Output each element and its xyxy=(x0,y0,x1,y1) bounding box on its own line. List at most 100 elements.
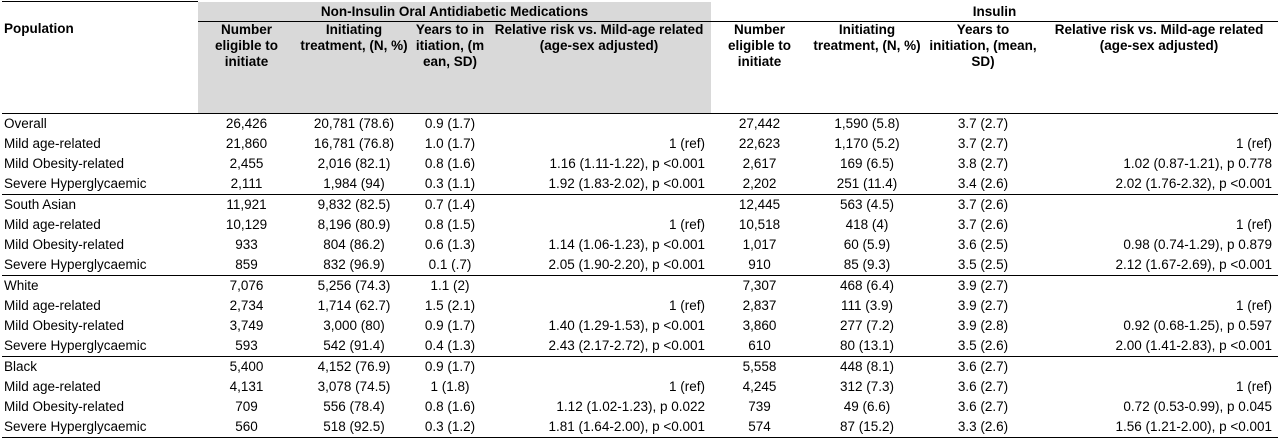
oral-initiating-cell: 832 (96.9) xyxy=(323,256,385,272)
population-cell: Severe Hyperglycaemic xyxy=(4,337,147,353)
insulin-eligible-cell: 5,558 xyxy=(711,355,809,377)
insulin-eligible-cell: 22,623 xyxy=(738,135,781,151)
insulin-relative-risk-cell: 0.92 (0.68-1.25), p 0.597 xyxy=(1123,317,1273,333)
insulin-eligible-cell: 2,617 xyxy=(742,155,777,171)
table-row: Mild age-related 21,860 16,781 (76.8) 1.0 (… xyxy=(2,134,1278,154)
insulin-initiating-cell: 80 (13.1) xyxy=(840,337,895,353)
insulin-years-cell: 3.9 (2.7) xyxy=(926,274,1041,296)
oral-relative-risk-cell: 1 (ref) xyxy=(669,378,706,394)
insulin-relative-risk-cell xyxy=(1040,355,1279,377)
insulin-years-cell: 3.3 (2.6) xyxy=(926,416,1041,438)
insulin-initiating-cell: 111 (3.9) xyxy=(841,297,894,313)
oral-initiating-cell: 2,016 (82.1) xyxy=(317,155,391,171)
oral-relative-risk-cell: 1 (ref) xyxy=(669,297,706,313)
population-cell: Mild age-related xyxy=(4,297,101,313)
oral-initiating-cell: 3,000 (80) xyxy=(323,317,385,333)
population-cell: Mild age-related xyxy=(4,216,101,232)
oral-relative-risk-cell: 2.05 (1.90-2.20), p <0.001 xyxy=(548,256,706,272)
insulin-eligible-cell: 610 xyxy=(748,337,771,353)
population-cell: South Asian xyxy=(2,193,198,215)
insulin-eligible-cell: 2,202 xyxy=(742,175,777,191)
insulin-years-cell: 3.8 (2.7) xyxy=(957,155,1009,171)
population-cell: Severe Hyperglycaemic xyxy=(2,416,198,438)
insulin-eligible-cell: 2,837 xyxy=(742,297,777,313)
oral-relative-risk-cell xyxy=(487,355,712,377)
insulin-relative-risk-header: Relative risk vs. Mild-age related (age-… xyxy=(1040,21,1279,114)
insulin-initiating-cell: 85 (9.3) xyxy=(843,256,891,272)
oral-initiating-cell: 8,196 (80.9) xyxy=(317,216,391,232)
oral-initiating-cell: 9,832 (82.5) xyxy=(295,193,413,215)
oral-relative-risk-header: Relative risk vs. Mild-age related (age-… xyxy=(487,21,712,114)
oral-relative-risk-cell: 2.43 (2.17-2.72), p <0.001 xyxy=(548,337,706,353)
oral-eligible-cell: 26,426 xyxy=(198,112,295,134)
insulin-years-cell: 3.7 (2.6) xyxy=(957,216,1009,232)
oral-relative-risk-cell xyxy=(487,274,712,296)
oral-initiating-cell: 556 (78.4) xyxy=(323,398,385,414)
oral-medications-group-header: Non-Insulin Oral Antidiabetic Medication… xyxy=(198,1,712,22)
table-row: Mild age-related 10,129 8,196 (80.9) 0.8 (1… xyxy=(2,215,1278,235)
insulin-initiating-cell: 251 (11.4) xyxy=(836,175,898,191)
insulin-initiating-cell: 49 (6.6) xyxy=(843,398,891,414)
oral-initiating-cell: 20,781 (78.6) xyxy=(295,112,413,134)
oral-initiating-cell: 3,078 (74.5) xyxy=(317,378,391,394)
oral-initiating-cell: 804 (86.2) xyxy=(323,236,385,252)
insulin-years-cell: 3.5 (2.6) xyxy=(957,337,1009,353)
oral-initiating-cell: 5,256 (74.3) xyxy=(295,274,413,296)
oral-relative-risk-cell xyxy=(487,112,712,134)
insulin-relative-risk-cell xyxy=(1040,274,1279,296)
oral-years-cell: 0.9 (1.7) xyxy=(413,355,487,377)
population-cell: Mild age-related xyxy=(4,135,101,151)
oral-initiating-header: Initiating treatment, (N, %) xyxy=(295,21,413,114)
insulin-initiating-cell: 169 (6.5) xyxy=(840,155,895,171)
oral-years-cell: 1.0 (1.7) xyxy=(424,135,476,151)
insulin-eligible-cell: 27,442 xyxy=(711,112,809,134)
oral-relative-risk-cell: 1.16 (1.11-1.22), p <0.001 xyxy=(549,155,706,171)
table-row: Mild Obesity-related 3,749 3,000 (80) 0.9 (… xyxy=(2,316,1278,336)
population-cell: Severe Hyperglycaemic xyxy=(4,256,147,272)
insulin-initiating-cell: 563 (4.5) xyxy=(808,193,927,215)
insulin-relative-risk-cell: 0.72 (0.53-0.99), p 0.045 xyxy=(1123,398,1273,414)
oral-eligible-cell: 7,076 xyxy=(198,274,295,296)
oral-initiating-cell: 1,714 (62.7) xyxy=(317,297,391,313)
oral-eligible-cell: 3,749 xyxy=(229,317,264,333)
insulin-eligible-cell: 1,017 xyxy=(742,236,777,252)
oral-relative-risk-cell: 1.40 (1.29-1.53), p <0.001 xyxy=(548,317,706,333)
table-row: Overall 26,426 20,781 (78.6) 0.9 (1.7) 27,44… xyxy=(2,112,1279,134)
group-header-blank xyxy=(2,1,198,21)
insulin-relative-risk-cell: 1 (ref) xyxy=(1236,135,1273,151)
oral-years-cell: 0.4 (1.3) xyxy=(424,337,476,353)
oral-relative-risk-cell: 1.92 (1.83-2.02), p <0.001 xyxy=(548,175,706,191)
oral-eligible-cell: 2,455 xyxy=(229,155,264,171)
insulin-relative-risk-cell xyxy=(1040,112,1279,134)
insulin-eligible-cell: 7,307 xyxy=(711,274,809,296)
table-row: Severe Hyperglycaemic 2,111 1,984 (94) 0.3 … xyxy=(2,174,1278,195)
insulin-years-cell: 3.4 (2.6) xyxy=(957,175,1009,191)
oral-eligible-cell: 21,860 xyxy=(225,135,268,151)
insulin-years-cell: 3.6 (2.7) xyxy=(926,355,1041,377)
table-row: Black 5,400 4,152 (76.9) 0.9 (1.7) 5,558 448 … xyxy=(2,355,1279,377)
insulin-years-cell: 3.9 (2.8) xyxy=(957,317,1009,333)
insulin-years-header: Years to initiation, (mean, SD) xyxy=(926,21,1041,114)
population-cell: Mild Obesity-related xyxy=(4,155,125,171)
oral-initiating-cell: 1,984 (94) xyxy=(323,175,385,191)
oral-eligible-cell: 2,734 xyxy=(229,297,264,313)
oral-years-cell: 0.3 (1.2) xyxy=(413,416,487,438)
oral-initiating-cell: 16,781 (76.8) xyxy=(313,135,395,151)
oral-eligible-header: Number eligible to initiate xyxy=(198,21,295,114)
insulin-initiating-cell: 448 (8.1) xyxy=(808,355,927,377)
oral-eligible-cell: 593 xyxy=(235,337,258,353)
insulin-relative-risk-cell: 1 (ref) xyxy=(1236,378,1273,394)
table-row: South Asian 11,921 9,832 (82.5) 0.7 (1.4) 12… xyxy=(2,193,1279,215)
insulin-group-header: Insulin xyxy=(711,1,1279,22)
insulin-initiating-cell: 468 (6.4) xyxy=(808,274,927,296)
oral-years-cell: 1.5 (2.1) xyxy=(424,297,476,313)
oral-eligible-cell: 709 xyxy=(235,398,258,414)
insulin-relative-risk-cell: 2.02 (1.76-2.32), p <0.001 xyxy=(1115,175,1273,191)
table-row: Mild age-related 4,131 3,078 (74.5) 1 (1.8)… xyxy=(2,377,1278,397)
oral-eligible-cell: 2,111 xyxy=(230,175,263,191)
population-cell: Mild Obesity-related xyxy=(4,236,125,252)
insulin-eligible-header: Number eligible to initiate xyxy=(711,21,809,114)
table-row: Severe Hyperglycaemic 859 832 (96.9) 0.1 (.… xyxy=(2,255,1278,276)
oral-years-cell: 0.3 (1.1) xyxy=(424,175,476,191)
